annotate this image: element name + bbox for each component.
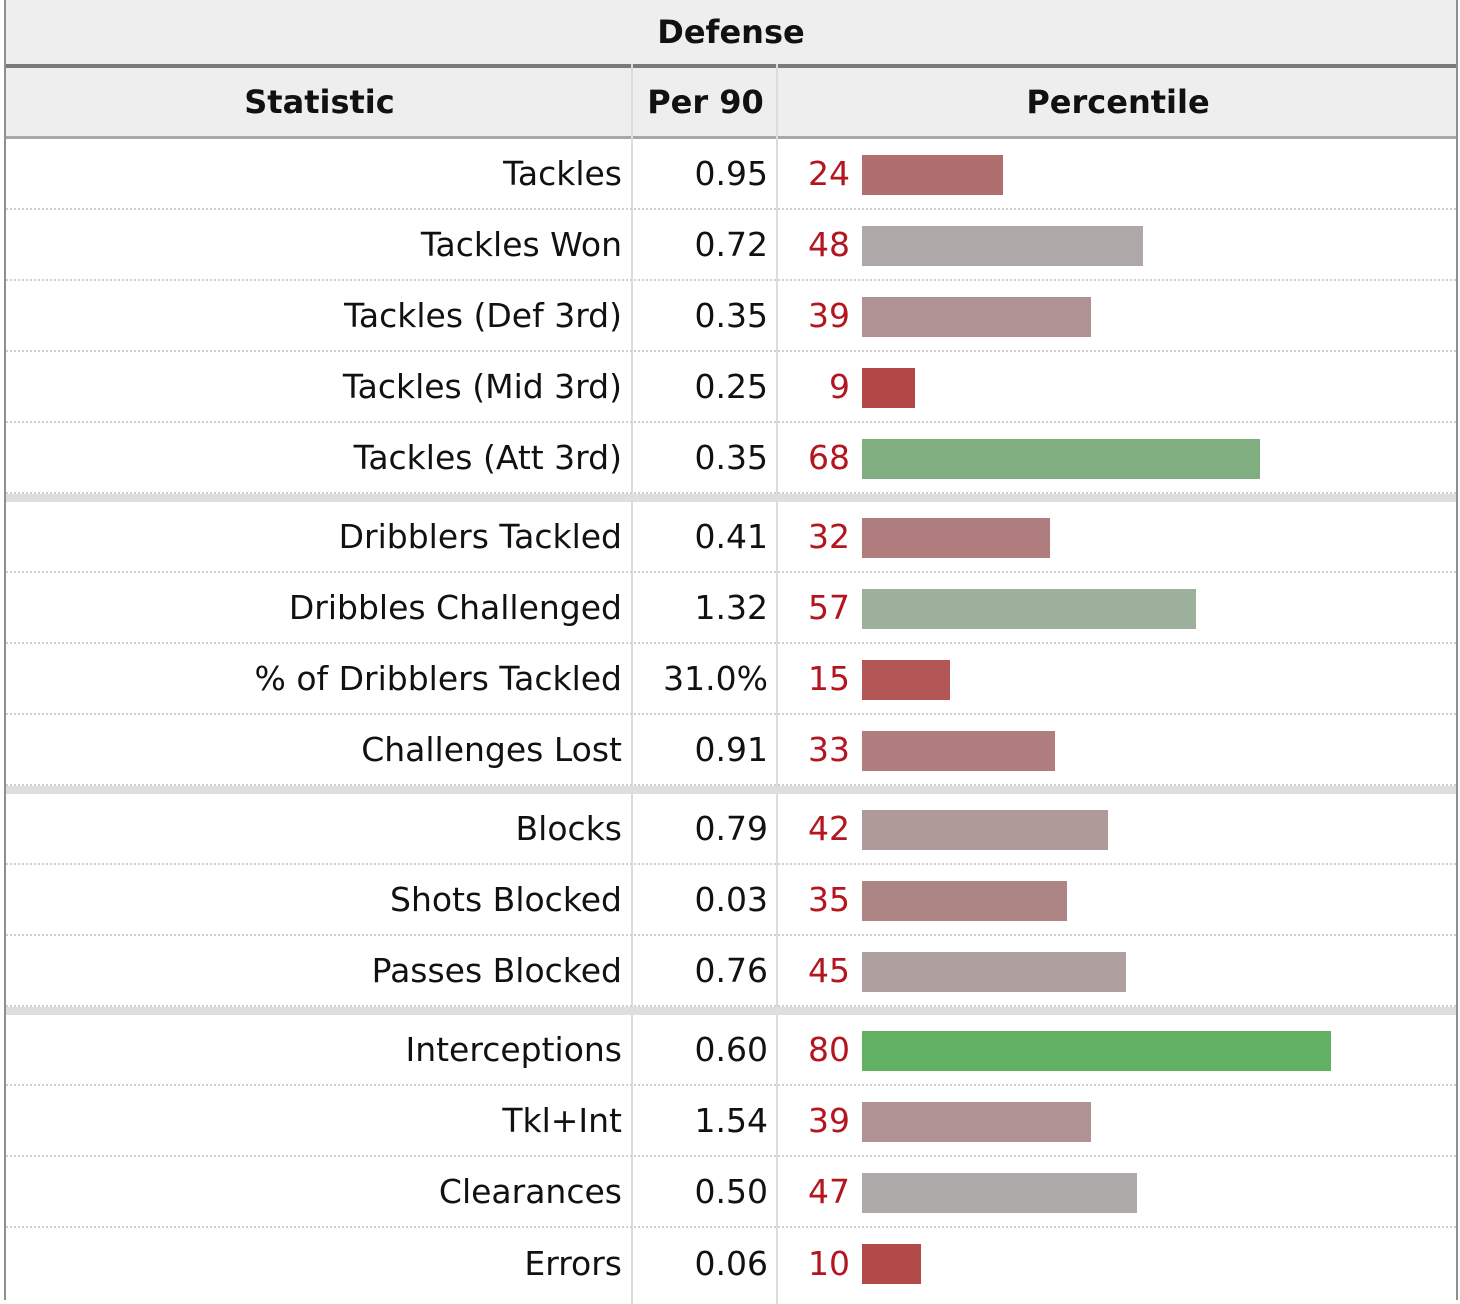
table-row: Dribblers Tackled 0.41 32: [6, 502, 1456, 573]
column-header-per90[interactable]: Per 90: [647, 83, 764, 121]
percentile-value: 39: [808, 296, 850, 335]
table-body: Tackles 0.95 24 Tackles Won 0.72 48 Tackles (D…: [6, 139, 1456, 1299]
percentile-bar: [862, 368, 915, 408]
per90-value: 0.06: [694, 1244, 768, 1283]
column-header-statistic[interactable]: Statistic: [244, 83, 395, 121]
statistic-label: Errors: [524, 1244, 622, 1283]
table-row: Errors 0.06 10: [6, 1228, 1456, 1299]
defense-table: Defense Statistic Per 90 Percentile Tack…: [4, 0, 1458, 1304]
percentile-value: 24: [808, 154, 850, 193]
percentile-value: 45: [808, 951, 850, 990]
percentile-value: 39: [808, 1101, 850, 1140]
per90-value: 0.25: [694, 367, 768, 406]
column-header-percentile[interactable]: Percentile: [1026, 83, 1210, 121]
table-row: Passes Blocked 0.76 45: [6, 936, 1456, 1007]
per90-value: 0.72: [694, 225, 768, 264]
table-row: Tackles 0.95 24: [6, 139, 1456, 210]
percentile-bar: [862, 810, 1108, 850]
percentile-bar: [862, 1102, 1091, 1142]
per90-value: 0.03: [694, 880, 768, 919]
percentile-bar: [862, 660, 950, 700]
statistic-label: Shots Blocked: [390, 880, 622, 919]
statistic-label: Tackles (Def 3rd): [344, 296, 622, 335]
per90-value: 0.35: [694, 438, 768, 477]
percentile-bar: [862, 881, 1067, 921]
statistic-label: Dribblers Tackled: [338, 517, 622, 556]
percentile-value: 9: [829, 367, 850, 406]
per90-value: 0.41: [694, 517, 768, 556]
table-row: Blocks 0.79 42: [6, 794, 1456, 865]
percentile-bar: [862, 589, 1196, 629]
percentile-value: 42: [808, 809, 850, 848]
table-row: Clearances 0.50 47: [6, 1157, 1456, 1228]
table-row: % of Dribblers Tackled 31.0% 15: [6, 644, 1456, 715]
statistic-label: Tackles Won: [420, 225, 622, 264]
statistic-label: Challenges Lost: [361, 730, 622, 769]
group-separator: [6, 494, 1456, 502]
statistic-label: Tackles (Mid 3rd): [342, 367, 622, 406]
percentile-bar: [862, 1173, 1137, 1213]
table-row: Tackles (Mid 3rd) 0.25 9: [6, 352, 1456, 423]
statistic-label: % of Dribblers Tackled: [254, 659, 623, 698]
table-row: Tackles (Att 3rd) 0.35 68: [6, 423, 1456, 494]
per90-value: 1.54: [694, 1101, 768, 1140]
percentile-bar: [862, 731, 1055, 771]
percentile-value: 80: [808, 1030, 850, 1069]
percentile-value: 10: [808, 1244, 850, 1283]
percentile-bar: [862, 1031, 1331, 1071]
percentile-value: 32: [808, 517, 850, 556]
table-row: Dribbles Challenged 1.32 57: [6, 573, 1456, 644]
percentile-bar: [862, 226, 1143, 266]
statistic-label: Passes Blocked: [371, 951, 622, 990]
percentile-bar: [862, 518, 1050, 558]
statistic-label: Interceptions: [405, 1030, 622, 1069]
percentile-bar: [862, 1244, 921, 1284]
percentile-value: 47: [808, 1172, 850, 1211]
percentile-value: 48: [808, 225, 850, 264]
statistic-label: Dribbles Challenged: [288, 588, 622, 627]
statistic-label: Tackles (Att 3rd): [353, 438, 622, 477]
percentile-value: 15: [808, 659, 850, 698]
per90-value: 0.79: [694, 809, 768, 848]
percentile-bar: [862, 155, 1003, 195]
percentile-bar: [862, 297, 1091, 337]
percentile-bar: [862, 952, 1126, 992]
statistic-label: Tackles: [503, 154, 622, 193]
table-row: Interceptions 0.60 80: [6, 1015, 1456, 1086]
table-row: Tackles (Def 3rd) 0.35 39: [6, 281, 1456, 352]
table-row: Tkl+Int 1.54 39: [6, 1086, 1456, 1157]
statistic-label: Tkl+Int: [502, 1101, 622, 1140]
column-divider: [631, 64, 633, 1304]
per90-value: 0.35: [694, 296, 768, 335]
statistic-label: Blocks: [515, 809, 622, 848]
per90-value: 0.60: [694, 1030, 768, 1069]
percentile-value: 33: [808, 730, 850, 769]
per90-value: 31.0%: [663, 659, 768, 698]
percentile-value: 35: [808, 880, 850, 919]
per90-value: 0.91: [694, 730, 768, 769]
statistic-label: Clearances: [438, 1172, 622, 1211]
table-row: Shots Blocked 0.03 35: [6, 865, 1456, 936]
group-separator: [6, 786, 1456, 794]
column-divider: [776, 64, 778, 1304]
table-row: Challenges Lost 0.91 33: [6, 715, 1456, 786]
group-separator: [6, 1007, 1456, 1015]
table-title: Defense: [6, 0, 1456, 68]
per90-value: 1.32: [694, 588, 768, 627]
percentile-bar: [862, 439, 1260, 479]
per90-value: 0.76: [694, 951, 768, 990]
header-row: Statistic Per 90 Percentile: [6, 68, 1456, 139]
percentile-value: 57: [808, 588, 850, 627]
table-row: Tackles Won 0.72 48: [6, 210, 1456, 281]
per90-value: 0.50: [694, 1172, 768, 1211]
percentile-value: 68: [808, 438, 850, 477]
per90-value: 0.95: [694, 154, 768, 193]
